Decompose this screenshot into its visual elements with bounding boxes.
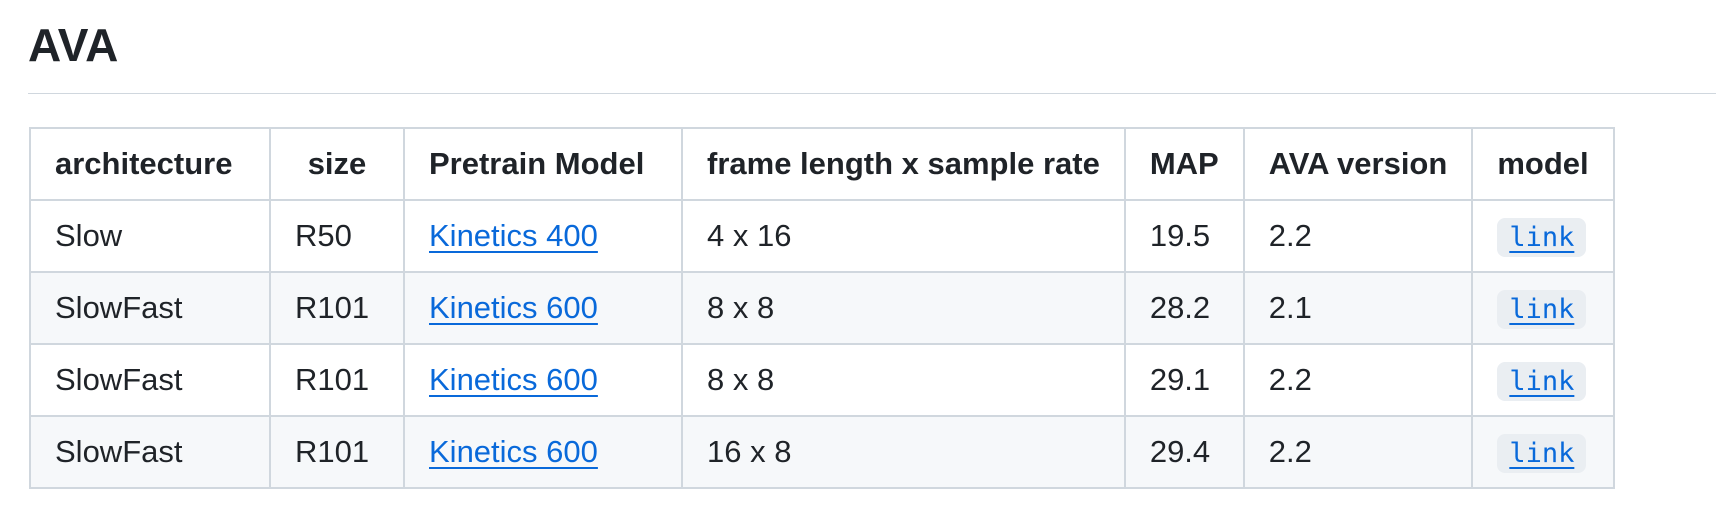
pretrain-model-link[interactable]: Kinetics 400 [429, 218, 598, 253]
heading-divider [28, 93, 1716, 94]
cell-model: link [1471, 271, 1615, 345]
cell-model: link [1471, 199, 1615, 273]
model-code: link [1497, 218, 1587, 257]
pretrain-model-link[interactable]: Kinetics 600 [429, 290, 598, 325]
cell-size: R101 [269, 343, 405, 417]
cell-map: 19.5 [1123, 199, 1245, 273]
cell-frame-length: 8 x 8 [681, 271, 1126, 345]
cell-ava-version: 2.1 [1242, 271, 1474, 345]
pretrain-model-link[interactable]: Kinetics 600 [429, 434, 598, 469]
cell-frame-length: 4 x 16 [681, 199, 1126, 273]
model-download-link[interactable]: link [1509, 222, 1575, 253]
cell-frame-length: 16 x 8 [681, 415, 1126, 489]
header-map: MAP [1123, 127, 1245, 201]
cell-architecture: SlowFast [29, 415, 271, 489]
model-download-link[interactable]: link [1509, 438, 1575, 469]
cell-model: link [1471, 415, 1615, 489]
cell-map: 29.4 [1123, 415, 1245, 489]
model-code: link [1497, 362, 1587, 401]
cell-architecture: SlowFast [29, 343, 271, 417]
table-row: Slow R50 Kinetics 400 4 x 16 19.5 2.2 li… [29, 199, 1615, 273]
table-header-row: architecture size Pretrain Model frame l… [29, 127, 1615, 201]
header-size: size [269, 127, 405, 201]
table-row: SlowFast R101 Kinetics 600 16 x 8 29.4 2… [29, 415, 1615, 489]
model-code: link [1497, 290, 1587, 329]
model-download-link[interactable]: link [1509, 294, 1575, 325]
cell-pretrain-model: Kinetics 400 [403, 199, 683, 273]
ava-results-table: architecture size Pretrain Model frame l… [29, 127, 1615, 489]
header-ava-version: AVA version [1242, 127, 1474, 201]
cell-ava-version: 2.2 [1242, 343, 1474, 417]
cell-architecture: SlowFast [29, 271, 271, 345]
cell-frame-length: 8 x 8 [681, 343, 1126, 417]
cell-model: link [1471, 343, 1615, 417]
header-model: model [1471, 127, 1615, 201]
cell-ava-version: 2.2 [1242, 199, 1474, 273]
pretrain-model-link[interactable]: Kinetics 600 [429, 362, 598, 397]
cell-architecture: Slow [29, 199, 271, 273]
cell-size: R101 [269, 271, 405, 345]
header-frame-length: frame length x sample rate [681, 127, 1126, 201]
cell-size: R101 [269, 415, 405, 489]
cell-map: 29.1 [1123, 343, 1245, 417]
cell-map: 28.2 [1123, 271, 1245, 345]
cell-size: R50 [269, 199, 405, 273]
table-row: SlowFast R101 Kinetics 600 8 x 8 29.1 2.… [29, 343, 1615, 417]
section-title: AVA [28, 19, 119, 71]
header-architecture: architecture [29, 127, 271, 201]
model-download-link[interactable]: link [1509, 366, 1575, 397]
header-pretrain-model: Pretrain Model [403, 127, 683, 201]
table-row: SlowFast R101 Kinetics 600 8 x 8 28.2 2.… [29, 271, 1615, 345]
cell-pretrain-model: Kinetics 600 [403, 415, 683, 489]
cell-pretrain-model: Kinetics 600 [403, 343, 683, 417]
cell-pretrain-model: Kinetics 600 [403, 271, 683, 345]
cell-ava-version: 2.2 [1242, 415, 1474, 489]
model-code: link [1497, 434, 1587, 473]
